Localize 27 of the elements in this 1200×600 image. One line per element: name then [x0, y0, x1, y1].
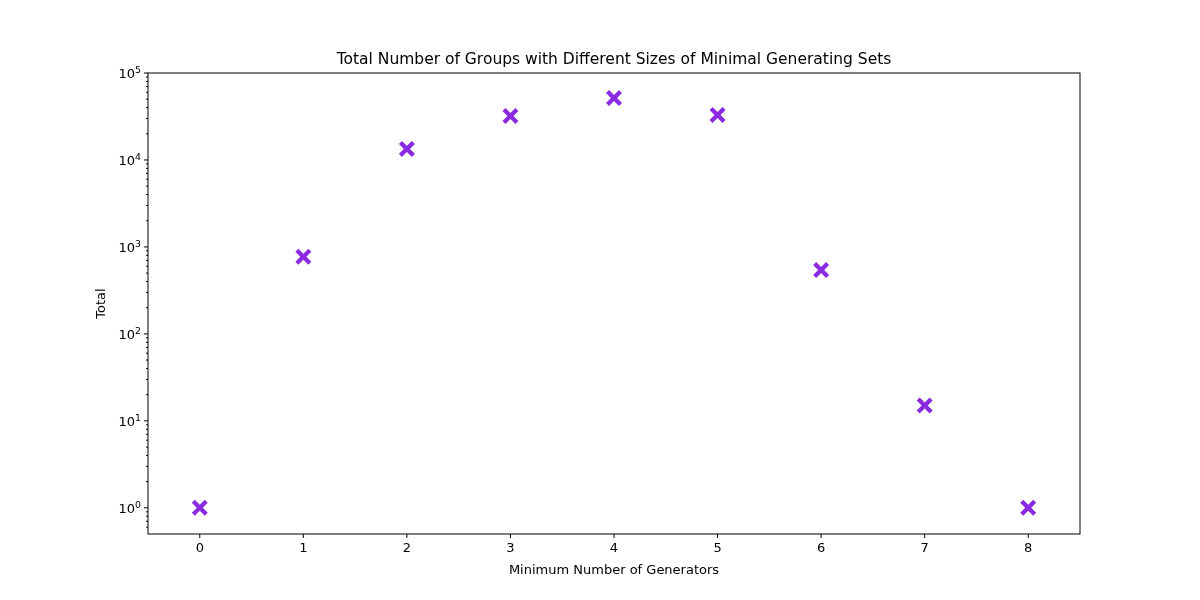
x-tick-label: 6 [816, 540, 826, 555]
point [1020, 499, 1037, 516]
y-tick-label: 10$^{5}$ [118, 63, 142, 81]
y-tick-label: 10$^{0}$ [118, 498, 142, 516]
point [606, 89, 622, 106]
x-tick-label: 2 [402, 540, 412, 555]
y-tick-label: 10$^{1}$ [118, 411, 142, 429]
point [191, 499, 208, 516]
point [295, 248, 312, 265]
point [709, 106, 726, 123]
point [813, 261, 830, 278]
point [502, 108, 519, 125]
x-tick-label: 3 [506, 540, 515, 555]
chart-title: Total Number of Groups with Different Sizes of Minimal Generating Sets [335, 50, 892, 68]
x-tick-label: 0 [195, 540, 204, 555]
point [398, 140, 415, 157]
y-axis-title: Total [93, 288, 108, 320]
y-tick-label: 10$^{3}$ [118, 237, 142, 255]
x-axis-title: Minimum Number of Generators [508, 562, 720, 577]
x-tick-label: 5 [713, 540, 722, 555]
y-tick-label: 10$^{4}$ [118, 150, 142, 168]
x-tick-label: 1 [299, 540, 308, 555]
y-tick-label: 10$^{2}$ [118, 324, 142, 342]
x-tick-label: 7 [920, 540, 929, 555]
x-tick-label: 4 [609, 540, 619, 555]
x-tick-label: 8 [1024, 540, 1033, 555]
point [916, 397, 933, 414]
